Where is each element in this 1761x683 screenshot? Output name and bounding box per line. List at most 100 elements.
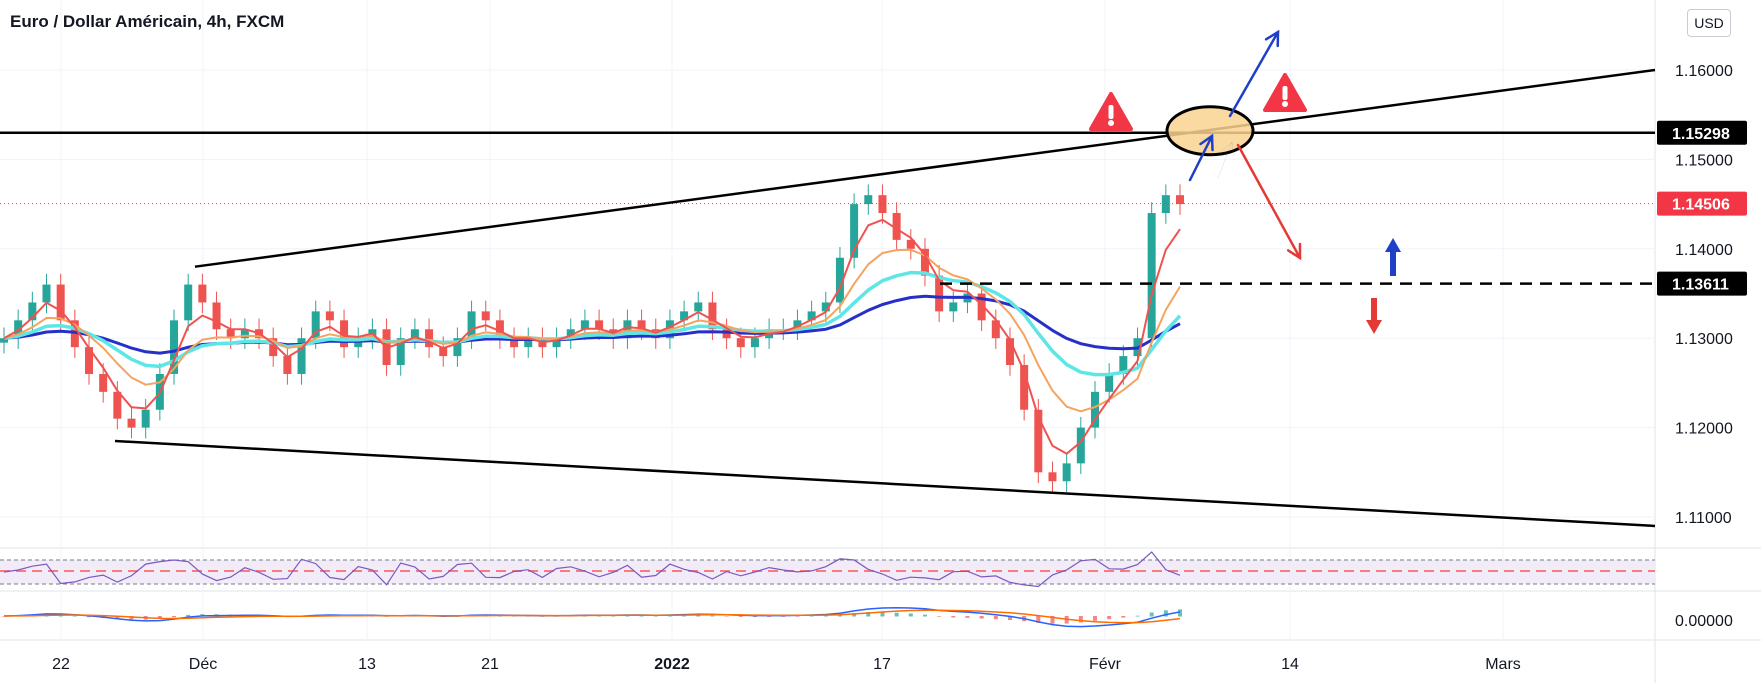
- macd-histogram-bar: [115, 616, 120, 620]
- candle-body: [793, 320, 802, 330]
- macd-histogram-bar: [526, 616, 531, 617]
- x-tick-label: 21: [481, 656, 499, 673]
- macd-histogram-bar: [823, 615, 828, 617]
- candle-body: [340, 320, 349, 348]
- candle-body: [85, 347, 94, 374]
- macd-histogram-bar: [767, 616, 772, 617]
- candle-body: [269, 338, 278, 357]
- macd-histogram-bar: [2, 616, 6, 617]
- candle-body: [637, 320, 646, 330]
- moving-average-line: [3, 248, 1181, 413]
- macd-histogram-bar: [837, 614, 842, 617]
- macd-histogram-bar: [852, 612, 857, 617]
- candle-body: [1176, 195, 1184, 205]
- chart-title: Euro / Dollar Américain, 4h, FXCM: [10, 12, 285, 31]
- macd-histogram-bar: [1036, 616, 1041, 623]
- macd-histogram-bar: [186, 614, 191, 617]
- candle-body: [722, 329, 731, 339]
- macd-histogram-bar: [937, 616, 942, 617]
- macd-histogram-bar: [639, 615, 644, 617]
- candle-body: [198, 284, 207, 303]
- hidden-arrow: [1217, 141, 1233, 179]
- price-label-box: [1657, 271, 1747, 296]
- macd-histogram-bar: [880, 612, 885, 617]
- candle-body: [920, 248, 929, 276]
- candle-body: [1119, 356, 1128, 374]
- small-down-arrow-head: [1366, 320, 1382, 334]
- x-tick-label: 14: [1281, 656, 1299, 673]
- candle-body: [1161, 195, 1170, 214]
- warning-icon-dot: [1282, 101, 1288, 107]
- candle-body: [892, 213, 901, 240]
- x-tick-label: 17: [873, 656, 891, 673]
- candle-body: [325, 311, 334, 321]
- y-tick-label: 1.14000: [1675, 242, 1733, 259]
- bullish-arrow-head: [1264, 29, 1280, 48]
- small-down-arrow: [1371, 298, 1377, 322]
- y-tick-label: 1.12000: [1675, 421, 1733, 438]
- candle-body: [835, 257, 844, 303]
- macd-histogram-bar: [1121, 616, 1126, 618]
- macd-histogram-bar: [781, 616, 786, 617]
- candle-body: [99, 373, 108, 392]
- small-up-arrow-head: [1385, 238, 1401, 252]
- candle-body: [396, 338, 405, 366]
- candle-body: [510, 338, 519, 348]
- y-tick-label: 1.11000: [1675, 510, 1732, 527]
- warning-icon: [1263, 73, 1307, 112]
- moving-average-line: [3, 270, 1182, 377]
- candle-body: [127, 418, 136, 428]
- x-tick-label: Déc: [189, 656, 217, 673]
- candle-body: [453, 338, 462, 357]
- candle-body: [736, 338, 745, 348]
- macd-histogram-bar: [951, 616, 956, 618]
- currency-button[interactable]: USD: [1687, 9, 1731, 37]
- macd-histogram-bar: [1092, 616, 1097, 621]
- candle-body: [283, 356, 292, 374]
- upper-trendline: [194, 68, 1656, 268]
- y-tick-label: 1.13000: [1675, 331, 1733, 348]
- macd-histogram-bar: [611, 615, 616, 617]
- candle-body: [226, 329, 235, 339]
- moving-average-line: [3, 218, 1181, 455]
- macd-histogram-bar: [87, 616, 92, 618]
- candle-body: [750, 338, 759, 348]
- macd-histogram-bar: [682, 615, 687, 617]
- candle-body: [935, 275, 944, 312]
- macd-histogram-bar: [866, 612, 871, 617]
- candle-body: [850, 204, 859, 258]
- x-tick-label: Mars: [1485, 656, 1521, 673]
- candle-body: [0, 338, 8, 343]
- macd-histogram-bar: [1178, 609, 1182, 617]
- macd-histogram-bar: [965, 616, 970, 618]
- macd-histogram-bar: [1007, 616, 1012, 621]
- candle-body: [311, 311, 320, 339]
- candle-body: [1034, 409, 1043, 473]
- macd-histogram-bar: [894, 612, 899, 617]
- macd-histogram-bar: [172, 616, 177, 618]
- macd-histogram-bar: [157, 616, 162, 619]
- candle-body: [297, 338, 306, 374]
- bearish-arrow-head: [1286, 242, 1302, 261]
- macd-signal-line: [3, 609, 1181, 624]
- macd-histogram-bar: [809, 615, 814, 617]
- macd-histogram-bar: [696, 615, 701, 617]
- candle-body: [56, 284, 65, 321]
- macd-histogram-bar: [1163, 610, 1168, 617]
- warning-icon-bar: [1282, 86, 1288, 100]
- candle-body: [1020, 365, 1029, 410]
- macd-histogram-bar: [625, 615, 630, 617]
- price-label-text: 1.14506: [1672, 197, 1730, 214]
- macd-histogram-bar: [129, 616, 134, 620]
- price-label-text: 1.15298: [1672, 126, 1730, 143]
- macd-histogram-bar: [979, 616, 984, 619]
- small-up-arrow: [1390, 250, 1396, 276]
- candle-body: [467, 311, 476, 339]
- x-tick-label: 22: [52, 656, 70, 673]
- candle-body: [864, 195, 873, 205]
- candle-body: [1048, 472, 1057, 482]
- candle-body: [708, 302, 717, 330]
- price-label-box: [1657, 120, 1747, 145]
- macd-histogram-bar: [908, 613, 913, 617]
